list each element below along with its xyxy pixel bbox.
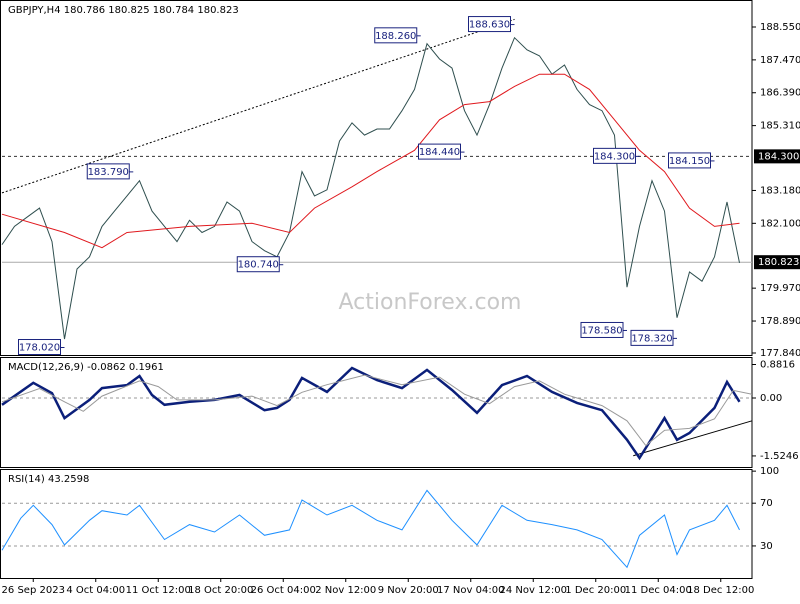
annotation-label: 178.320 <box>631 333 672 344</box>
annotation-label: 184.150 <box>669 156 710 167</box>
annotation-box <box>86 163 130 180</box>
x-tick-label: 26 Sep 2023 <box>2 585 65 596</box>
annotation-label: 188.260 <box>375 31 416 42</box>
x-tick-label: 18 Dec 12:00 <box>687 585 754 596</box>
annotation-box <box>468 16 511 33</box>
series-line <box>1 73 740 249</box>
pane-border <box>0 357 753 468</box>
y-tick-label: 188.550 <box>760 22 800 33</box>
y-tick-label: 179.970 <box>760 283 800 294</box>
x-tick-label: 4 Oct 04:00 <box>66 585 125 596</box>
y-tick-label: 177.840 <box>760 348 800 359</box>
x-tick-label: 1 Dec 20:00 <box>565 585 626 596</box>
annotation-label: 188.630 <box>469 20 510 31</box>
y-tick-label: 178.890 <box>760 316 800 327</box>
y-tick-label: 186.390 <box>760 88 800 99</box>
y-tick-label: 30 <box>760 541 773 552</box>
annotation-label: 183.790 <box>88 167 129 178</box>
y-tick-label: 0.8816 <box>760 360 795 371</box>
hline-label: 180.823 <box>758 257 799 268</box>
x-tick-label: 24 Nov 12:00 <box>500 585 567 596</box>
annotation-box <box>418 143 461 160</box>
trendline <box>633 420 753 457</box>
annotation-label: 180.740 <box>238 260 279 271</box>
x-tick-label: 26 Oct 04:00 <box>251 585 316 596</box>
pane-border <box>0 0 753 356</box>
x-tick-label: 17 Nov 04:00 <box>437 585 504 596</box>
y-tick-label: 187.470 <box>760 55 800 66</box>
series-line <box>1 366 741 461</box>
x-tick-label: 11 Dec 04:00 <box>625 585 692 596</box>
annotation-box <box>18 339 61 356</box>
annotation-box <box>374 27 418 44</box>
series-line <box>1 489 740 569</box>
annotation-box <box>630 329 674 346</box>
y-tick-label: -1.5246 <box>760 451 799 462</box>
pane-title: RSI(14) 43.2598 <box>8 474 89 485</box>
annotation-box <box>580 321 624 338</box>
annotation-box <box>668 152 711 169</box>
pane-border <box>0 469 753 579</box>
x-tick-label: 11 Oct 12:00 <box>126 585 191 596</box>
pane-title: MACD(12,26,9) -0.0862 0.1961 <box>8 362 164 373</box>
y-tick-label: 100 <box>760 466 779 477</box>
x-tick-label: 18 Oct 20:00 <box>188 585 253 596</box>
y-tick-label: 183.180 <box>760 185 800 196</box>
x-tick-label: 9 Nov 20:00 <box>378 585 439 596</box>
hline-label-box <box>754 149 800 164</box>
pane-title: GBPJPY,H4 180.786 180.825 180.784 180.82… <box>8 5 239 16</box>
annotation-box <box>236 256 280 273</box>
annotation-label: 178.580 <box>581 325 622 336</box>
annotation-label: 184.300 <box>594 151 635 162</box>
hline-label: 184.300 <box>758 151 799 162</box>
annotation-box <box>593 147 636 164</box>
annotation-label: 178.020 <box>19 343 60 354</box>
y-tick-label: 182.100 <box>760 218 800 229</box>
x-tick-label: 2 Nov 12:00 <box>315 585 376 596</box>
series-line <box>1 374 753 447</box>
hline-label-box <box>754 255 800 270</box>
y-tick-label: 185.310 <box>760 121 800 132</box>
y-tick-label: 0.00 <box>760 393 782 404</box>
annotation-label: 184.440 <box>419 147 460 158</box>
watermark: ActionForex.com <box>339 290 522 315</box>
y-tick-label: 70 <box>760 498 773 509</box>
